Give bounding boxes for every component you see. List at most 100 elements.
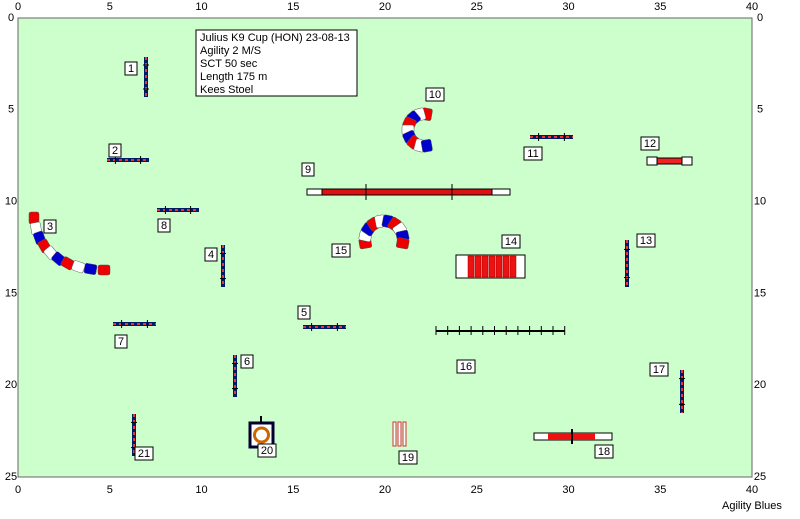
tunnel-seg	[488, 255, 496, 278]
x-label-top: 15	[287, 1, 299, 13]
obstacle-label-box	[456, 359, 476, 374]
obstacle-label-box	[649, 362, 669, 377]
x-label-bottom: 5	[107, 484, 113, 496]
y-label-left: 5	[8, 104, 14, 116]
obstacle-number: 4	[208, 249, 214, 261]
obstacle-number: 10	[429, 89, 441, 101]
info-line: Agility 2 M/S	[200, 45, 261, 57]
obstacle-label-box	[204, 247, 218, 262]
obstacle-label-box	[523, 146, 543, 161]
obstacle-label-box	[425, 87, 445, 102]
tunnel-seg	[396, 237, 410, 250]
x-label-top: 40	[746, 1, 758, 13]
y-label-right: 5	[757, 104, 763, 116]
obstacle-number: 6	[244, 356, 250, 368]
wall-bar	[392, 421, 397, 447]
obstacle-number: 2	[112, 145, 118, 157]
obstacle-label-box	[640, 136, 660, 151]
x-label-top: 0	[15, 1, 21, 13]
obstacle-label-box	[501, 234, 521, 249]
obstacle-number: 19	[402, 452, 414, 464]
y-label-right: 15	[754, 287, 766, 299]
x-label-bottom: 40	[746, 484, 758, 496]
obstacle-label-box	[124, 61, 138, 76]
wall-bar	[402, 421, 407, 447]
tunnel-seg	[509, 255, 517, 278]
y-label-right: 20	[754, 379, 766, 391]
x-label-top: 35	[654, 1, 666, 13]
obstacle-number: 11	[527, 148, 538, 160]
y-label-left: 10	[5, 196, 17, 208]
info-line: SCT 50 sec	[200, 58, 258, 70]
obstacle-number: 18	[598, 446, 610, 458]
obstacle-label-box	[398, 450, 418, 465]
y-label-left: 0	[8, 12, 14, 24]
y-label-right: 10	[754, 196, 766, 208]
obstacle-label-box	[257, 443, 277, 458]
x-label-bottom: 20	[379, 484, 391, 496]
obstacle-label-box	[297, 305, 311, 320]
tunnel-seg	[467, 255, 475, 278]
x-label-top: 20	[379, 1, 391, 13]
y-label-right: 25	[754, 471, 766, 483]
obstacle-number: 16	[460, 361, 472, 373]
obstacle-number: 3	[47, 221, 53, 233]
tunnel-seg	[71, 260, 86, 274]
x-label-bottom: 10	[195, 484, 207, 496]
obstacle-label-box	[43, 219, 57, 234]
tunnel-seg	[481, 255, 489, 278]
obstacle-number: 9	[305, 164, 311, 176]
x-label-top: 25	[471, 1, 483, 13]
x-label-top: 5	[107, 1, 113, 13]
y-label-left: 20	[5, 379, 17, 391]
field	[17, 17, 753, 478]
tunnel-seg	[420, 139, 433, 153]
obstacle-number: 13	[640, 235, 652, 247]
x-label-bottom: 25	[471, 484, 483, 496]
y-label-left: 15	[5, 287, 17, 299]
obstacle-label-box	[636, 233, 656, 248]
tunnel-seg	[474, 255, 482, 278]
obstacle-number: 20	[261, 445, 273, 457]
info-box	[195, 29, 358, 97]
x-label-bottom: 0	[15, 484, 21, 496]
tunnel-seg	[97, 264, 111, 276]
tunnel-seg	[495, 255, 503, 278]
obstacle-label-box	[331, 243, 351, 258]
obstacle-label-box	[301, 162, 315, 177]
x-label-top: 30	[562, 1, 574, 13]
jump-12-end	[681, 156, 693, 166]
obstacle-number: 17	[653, 364, 665, 376]
obstacle-number: 8	[161, 220, 167, 232]
info-line: Julius K9 Cup (HON) 23-08-13	[200, 32, 350, 44]
obstacle-label-box	[240, 354, 254, 369]
obstacle-label-box	[134, 446, 154, 461]
y-label-right: 0	[757, 12, 763, 24]
obstacle-label-box	[108, 143, 122, 158]
y-label-left: 25	[5, 471, 17, 483]
obstacle-number: 7	[118, 336, 124, 348]
info-line: Length 175 m	[200, 71, 267, 83]
obstacle-number: 21	[138, 448, 150, 460]
obstacle-number: 5	[301, 307, 307, 319]
obstacle-label-box	[114, 334, 128, 349]
obstacle-number: 1	[128, 63, 134, 75]
tunnel-seg	[83, 263, 98, 275]
jump-12-end	[646, 156, 658, 166]
obstacle-number: 15	[335, 245, 347, 257]
obstacle-label-box	[594, 444, 614, 459]
obstacle-number: 14	[505, 236, 517, 248]
footer: Agility Blues	[722, 500, 782, 512]
info-line: Kees Stoel	[200, 84, 253, 96]
obstacle-number: 12	[644, 138, 656, 150]
obstacle-label-box	[157, 218, 171, 233]
tunnel-seg	[502, 255, 510, 278]
x-label-bottom: 35	[654, 484, 666, 496]
dogwalk-mid	[321, 188, 493, 196]
x-label-top: 10	[195, 1, 207, 13]
x-label-bottom: 15	[287, 484, 299, 496]
wall-bar	[397, 421, 402, 447]
tire	[253, 426, 270, 444]
